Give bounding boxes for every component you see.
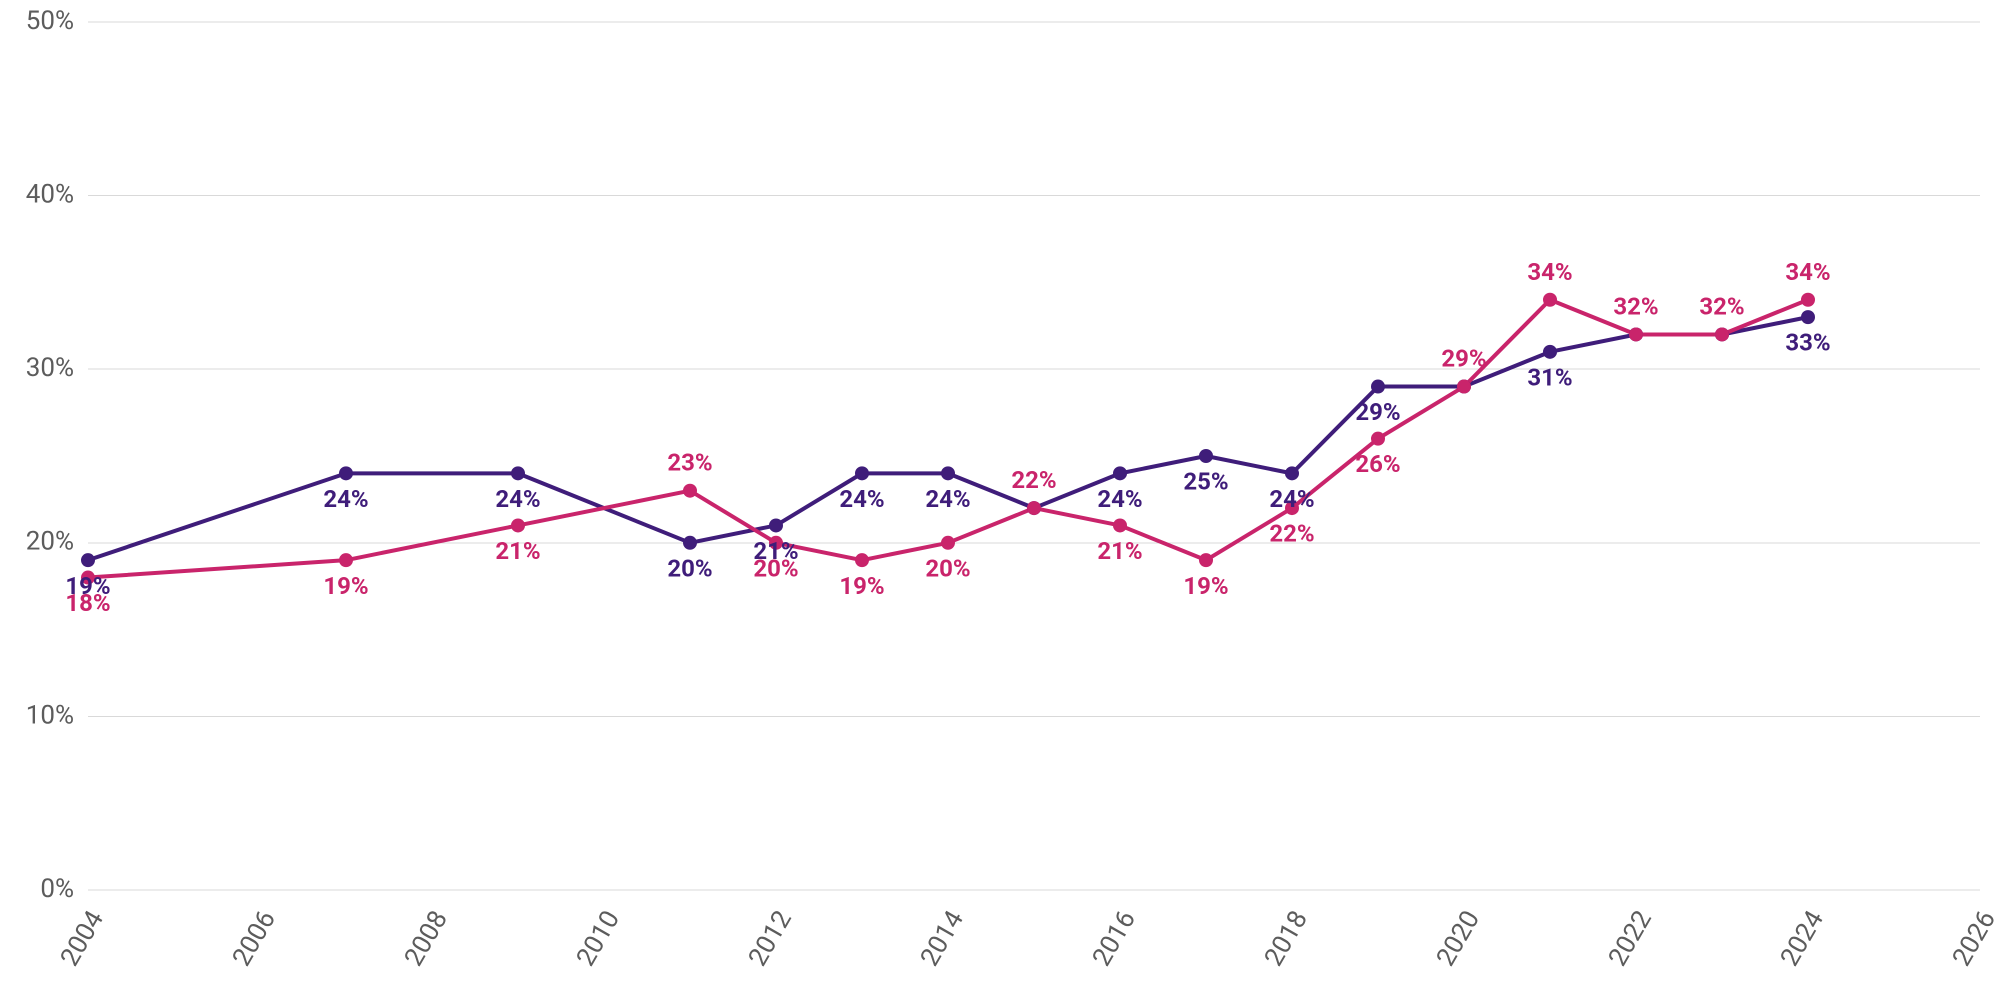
data-label-series-a: 24% (925, 485, 970, 513)
data-label-series-b: 19% (839, 572, 884, 600)
y-tick-label: 30% (26, 353, 74, 383)
data-label-series-a: 24% (495, 485, 540, 513)
series-marker-series-a (1285, 466, 1299, 480)
series-marker-series-a (511, 466, 525, 480)
series-marker-series-b (1543, 293, 1557, 307)
series-marker-series-b (683, 484, 697, 498)
data-label-series-b: 29% (1441, 345, 1486, 373)
data-label-series-a: 31% (1527, 363, 1572, 391)
series-marker-series-b (1715, 327, 1729, 341)
data-label-series-b: 34% (1785, 258, 1830, 286)
series-marker-series-a (1543, 345, 1557, 359)
data-label-series-a: 33% (1785, 329, 1830, 357)
series-marker-series-a (1199, 449, 1213, 463)
data-label-series-b: 19% (323, 572, 368, 600)
data-label-series-b: 32% (1613, 292, 1658, 320)
y-tick-label: 10% (26, 700, 74, 730)
series-marker-series-b (1199, 553, 1213, 567)
data-label-series-a: 25% (1183, 468, 1228, 496)
data-label-series-b: 22% (1269, 520, 1314, 548)
data-label-series-b: 21% (1097, 537, 1142, 565)
series-marker-series-b (1457, 380, 1471, 394)
series-marker-series-b (1113, 518, 1127, 532)
series-marker-series-b (1629, 327, 1643, 341)
data-label-series-a: 24% (1269, 485, 1314, 513)
y-tick-label: 20% (26, 527, 74, 557)
series-marker-series-a (339, 466, 353, 480)
data-label-series-b: 20% (925, 554, 970, 582)
line-chart: 0%10%20%30%40%50%20042006200820102012201… (0, 0, 2002, 994)
series-marker-series-a (683, 536, 697, 550)
series-marker-series-b (1371, 432, 1385, 446)
series-marker-series-a (941, 466, 955, 480)
data-label-series-b: 21% (495, 537, 540, 565)
data-label-series-b: 23% (667, 449, 712, 477)
series-marker-series-a (1801, 310, 1815, 324)
chart-bg (0, 0, 2002, 994)
series-marker-series-b (339, 553, 353, 567)
series-marker-series-b (1801, 293, 1815, 307)
data-label-series-b: 19% (1183, 572, 1228, 600)
series-marker-series-a (1113, 466, 1127, 480)
data-label-series-a: 20% (667, 554, 712, 582)
y-tick-label: 50% (26, 6, 74, 36)
series-marker-series-b (941, 536, 955, 550)
series-marker-series-b (1027, 501, 1041, 515)
y-tick-label: 40% (26, 179, 74, 209)
series-marker-series-b (855, 553, 869, 567)
data-label-series-a: 24% (839, 485, 884, 513)
y-tick-label: 0% (40, 874, 74, 904)
data-label-series-b: 34% (1527, 258, 1572, 286)
data-label-series-b: 18% (65, 589, 110, 617)
data-label-series-a: 24% (1097, 485, 1142, 513)
data-label-series-b: 32% (1699, 292, 1744, 320)
data-label-series-b: 22% (1011, 466, 1056, 494)
series-marker-series-a (81, 553, 95, 567)
series-marker-series-a (769, 518, 783, 532)
data-label-series-b: 20% (753, 554, 798, 582)
data-label-series-a: 29% (1355, 398, 1400, 426)
data-label-series-b: 26% (1355, 450, 1400, 478)
series-marker-series-b (511, 518, 525, 532)
series-marker-series-a (1371, 380, 1385, 394)
data-label-series-a: 24% (323, 485, 368, 513)
series-marker-series-a (855, 466, 869, 480)
